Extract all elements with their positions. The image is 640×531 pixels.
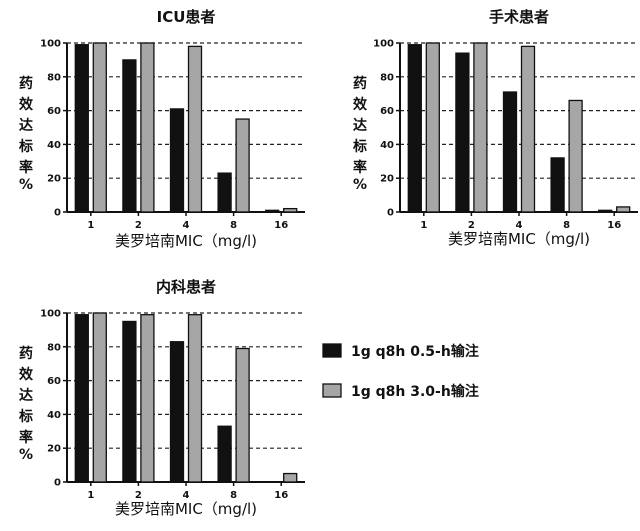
y-tick-label: 80 bbox=[47, 342, 61, 353]
y-axis-label-char: 药 bbox=[353, 75, 367, 92]
bar-series1-8 bbox=[550, 157, 565, 213]
y-axis-label-char: 率 bbox=[19, 429, 33, 446]
y-axis-label-char: 标 bbox=[18, 408, 33, 425]
bar-series2-4 bbox=[187, 45, 203, 213]
x-tick-label: 8 bbox=[563, 220, 570, 231]
x-tick-label: 2 bbox=[468, 220, 475, 231]
y-tick-label: 40 bbox=[380, 140, 394, 151]
x-axis-label: 美罗培南MIC（mg/l) bbox=[115, 500, 257, 518]
chart-title: 手术患者 bbox=[489, 8, 549, 26]
chart-panel-2: 手术患者 0 20 40 60 80 100 1 2 4 8 16 美罗培南MIC（mg/l) 药效达标率… bbox=[352, 8, 638, 248]
x-tick-label: 2 bbox=[135, 220, 142, 231]
bar-series2-4 bbox=[187, 314, 203, 483]
bar-series2-1 bbox=[425, 42, 440, 213]
y-tick-label: 100 bbox=[373, 39, 394, 50]
y-tick-label: 40 bbox=[47, 410, 61, 421]
bar-series1-1 bbox=[407, 44, 422, 213]
bar-series1-8 bbox=[217, 172, 232, 213]
y-tick-label: 0 bbox=[54, 478, 61, 489]
bar-series2-2 bbox=[140, 42, 155, 213]
y-axis-label-char: % bbox=[353, 177, 367, 193]
bar-series2-16 bbox=[616, 206, 631, 213]
y-tick-label: 0 bbox=[387, 208, 394, 219]
y-axis-label-char: 效 bbox=[19, 96, 34, 113]
bar-series1-1 bbox=[74, 314, 89, 483]
y-tick-label: 60 bbox=[47, 376, 61, 387]
bar-series2-8 bbox=[235, 118, 250, 213]
x-tick-label: 1 bbox=[87, 490, 94, 501]
y-tick-label: 80 bbox=[47, 72, 61, 83]
legend-swatch-1 bbox=[322, 343, 342, 358]
y-tick-label: 100 bbox=[40, 39, 61, 50]
y-axis-label-char: 效 bbox=[19, 366, 34, 383]
bar-series2-2 bbox=[140, 314, 155, 483]
bar-series1-16 bbox=[265, 209, 280, 213]
chart-panel-3: 内科患者 0 20 40 60 80 100 1 2 4 8 16 美罗培南MIC（mg/l) 药效达标率… bbox=[18, 278, 305, 518]
bar-series1-2 bbox=[455, 52, 470, 213]
y-tick-label: 20 bbox=[380, 174, 394, 185]
y-tick-label: 60 bbox=[380, 106, 394, 117]
y-tick-label: 80 bbox=[380, 72, 394, 83]
bar-series2-1 bbox=[92, 42, 107, 213]
x-tick-label: 16 bbox=[274, 220, 288, 231]
y-axis-label-char: % bbox=[19, 177, 33, 193]
y-axis-label-char: % bbox=[19, 447, 33, 463]
y-tick-label: 20 bbox=[47, 174, 61, 185]
y-axis-label-char: 率 bbox=[353, 159, 367, 176]
legend-swatch-2 bbox=[322, 383, 342, 398]
bar-series1-2 bbox=[122, 59, 137, 213]
y-axis-label-char: 达 bbox=[19, 117, 33, 134]
chart-title: ICU患者 bbox=[157, 8, 216, 26]
bar-series2-4 bbox=[520, 45, 536, 213]
legend: 1g q8h 0.5-h输注 1g q8h 3.0-h输注 bbox=[322, 343, 479, 400]
bar-series1-4 bbox=[502, 91, 518, 213]
y-axis-label-char: 率 bbox=[19, 159, 33, 176]
legend-label-2: 1g q8h 3.0-h输注 bbox=[351, 383, 479, 400]
x-tick-label: 8 bbox=[230, 220, 237, 231]
y-axis-label-char: 标 bbox=[352, 138, 367, 155]
chart-panel-1: ICU患者 0 20 40 60 80 100 1 2 4 8 16 美罗培南MIC（mg/l) 药效达标… bbox=[18, 8, 305, 250]
x-tick-label: 4 bbox=[183, 490, 190, 501]
y-tick-label: 60 bbox=[47, 106, 61, 117]
y-axis-label-char: 药 bbox=[19, 75, 33, 92]
y-axis-label-char: 效 bbox=[353, 96, 368, 113]
x-tick-label: 4 bbox=[183, 220, 190, 231]
bar-series1-8 bbox=[217, 425, 232, 483]
x-tick-label: 2 bbox=[135, 490, 142, 501]
bar-series2-8 bbox=[568, 99, 583, 213]
bar-series1-4 bbox=[169, 341, 185, 483]
y-axis-label-char: 药 bbox=[19, 345, 33, 362]
y-tick-label: 100 bbox=[40, 309, 61, 320]
x-tick-label: 8 bbox=[230, 490, 237, 501]
chart-title: 内科患者 bbox=[156, 278, 216, 296]
x-tick-label: 1 bbox=[87, 220, 94, 231]
y-tick-label: 40 bbox=[47, 140, 61, 151]
bar-series2-1 bbox=[92, 312, 107, 483]
bar-series2-16 bbox=[283, 207, 298, 213]
y-axis-label-char: 标 bbox=[18, 138, 33, 155]
bar-series1-1 bbox=[74, 44, 89, 213]
legend-label-1: 1g q8h 0.5-h输注 bbox=[351, 343, 479, 360]
x-tick-label: 4 bbox=[516, 220, 523, 231]
y-tick-label: 20 bbox=[47, 444, 61, 455]
y-axis-label-char: 达 bbox=[353, 117, 367, 134]
bar-series2-2 bbox=[473, 42, 488, 213]
x-tick-label: 16 bbox=[607, 220, 621, 231]
x-tick-label: 16 bbox=[274, 490, 288, 501]
bar-series2-16 bbox=[283, 472, 298, 483]
y-axis-label-char: 达 bbox=[19, 387, 33, 404]
bar-series1-2 bbox=[122, 320, 137, 483]
bar-series2-8 bbox=[235, 347, 250, 483]
bar-series1-16 bbox=[598, 209, 613, 213]
x-tick-label: 1 bbox=[420, 220, 427, 231]
x-axis-label: 美罗培南MIC（mg/l) bbox=[448, 230, 590, 248]
y-tick-label: 0 bbox=[54, 208, 61, 219]
x-axis-label: 美罗培南MIC（mg/l) bbox=[115, 232, 257, 250]
bar-series1-4 bbox=[169, 108, 185, 213]
